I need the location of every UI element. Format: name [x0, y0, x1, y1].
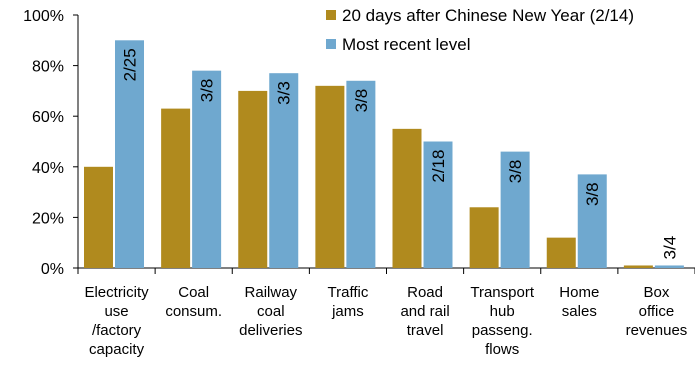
- x-category-label-line: Coal: [178, 284, 209, 301]
- x-category-label-line: sales: [562, 303, 597, 320]
- x-category-label-line: Transport: [470, 284, 534, 301]
- x-category-label-line: hub: [490, 303, 515, 320]
- bar-series-1: [546, 237, 576, 268]
- bar-series-2: [115, 40, 144, 268]
- x-category-label-line: flows: [485, 341, 519, 358]
- x-category-label-line: Road: [407, 284, 443, 301]
- x-category-label-line: consum.: [165, 303, 222, 320]
- x-category-label-line: /factory: [92, 322, 142, 339]
- x-category-label-line: revenues: [626, 322, 688, 339]
- data-label: 3/8: [198, 79, 217, 103]
- bar-series-2: [269, 73, 299, 268]
- bar-series-1: [469, 207, 499, 268]
- x-category-label: Railway coal deliveries: [239, 284, 302, 339]
- x-category-label: Electricity use/factory capacity: [84, 284, 149, 358]
- data-label: 2/25: [121, 48, 140, 81]
- x-category-label: Box office revenues: [626, 284, 688, 339]
- x-category-label-line: passeng.: [472, 322, 533, 339]
- legend-label: 20 days after Chinese New Year (2/14): [342, 6, 634, 25]
- x-category-label-line: coal: [257, 303, 285, 320]
- data-label: 3/4: [660, 236, 679, 260]
- bar-series-2: [192, 70, 222, 268]
- x-category-label-line: Electricity: [84, 284, 149, 301]
- y-tick-label: 100%: [23, 8, 64, 25]
- data-label: 3/8: [352, 89, 371, 113]
- x-category-label-line: office: [639, 303, 675, 320]
- x-category-label-line: Traffic: [328, 284, 369, 301]
- data-label: 3/8: [583, 182, 602, 206]
- x-category-label-line: capacity: [89, 341, 145, 358]
- bar-series-1: [161, 108, 191, 268]
- legend-label: Most recent level: [342, 35, 471, 54]
- x-category-label: Coal consum.: [165, 284, 222, 320]
- x-category-label: Home sales: [559, 284, 599, 320]
- legend-swatch: [326, 10, 336, 20]
- data-label: 2/18: [429, 150, 448, 183]
- x-category-label: Road and rail travel: [400, 284, 449, 339]
- x-category-label: Transport hub passeng. flows: [470, 284, 534, 358]
- x-category-label: Traffic jams: [328, 284, 369, 320]
- x-category-label-line: Box: [644, 284, 670, 301]
- bar-series-2: [346, 80, 376, 268]
- x-category-label-line: travel: [407, 322, 444, 339]
- bar-series-1: [623, 265, 653, 268]
- x-category-label-line: Home: [559, 284, 599, 301]
- bar-series-2: [577, 174, 607, 268]
- bar-series-2: [654, 265, 684, 268]
- x-category-label-line: Railway: [245, 284, 298, 301]
- bar-series-1: [315, 85, 345, 268]
- bar-series-2: [423, 141, 453, 268]
- bar-series-1: [238, 90, 268, 269]
- y-tick-label: 20%: [32, 210, 64, 227]
- x-category-label-line: jams: [331, 303, 364, 320]
- x-category-label-line: and rail: [400, 303, 449, 320]
- bar-series-1: [392, 128, 422, 268]
- data-label: 3/8: [506, 160, 525, 184]
- legend-swatch: [326, 39, 336, 49]
- x-category-label-line: deliveries: [239, 322, 302, 339]
- x-category-label-line: use: [104, 303, 128, 320]
- y-tick-label: 40%: [32, 160, 64, 177]
- bar-series-2: [500, 151, 530, 268]
- y-tick-label: 80%: [32, 59, 64, 76]
- bar-series-1: [84, 166, 113, 268]
- data-label: 3/3: [275, 81, 294, 105]
- y-tick-label: 60%: [32, 109, 64, 126]
- y-tick-label: 0%: [41, 261, 64, 278]
